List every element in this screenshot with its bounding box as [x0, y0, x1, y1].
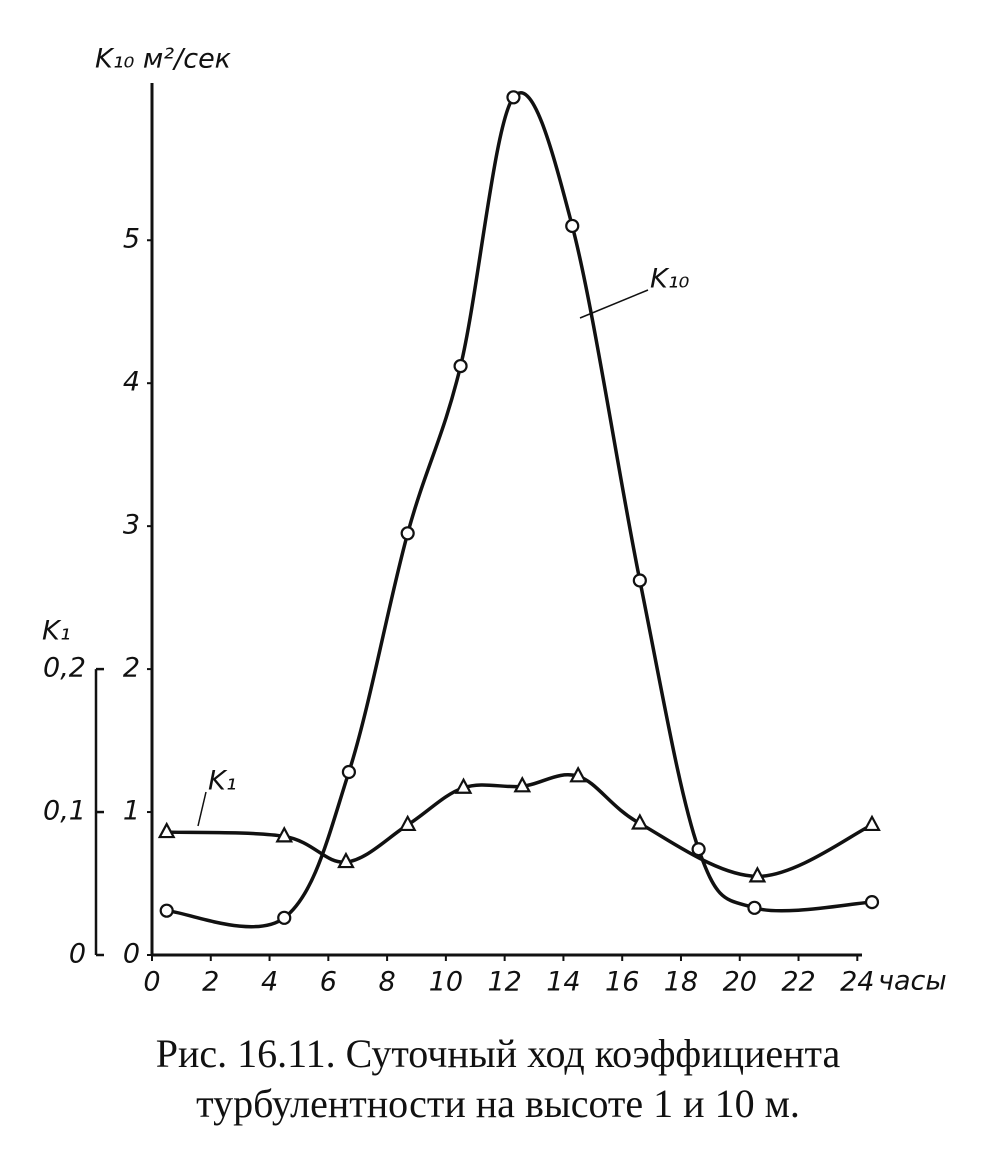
- data-point: [632, 573, 647, 588]
- data-point: [341, 764, 356, 780]
- y-tick-label: 3: [123, 510, 140, 541]
- data-point: [864, 895, 880, 910]
- data-point: [277, 910, 292, 925]
- y-tick-label: 5: [123, 224, 140, 255]
- y2-tick-label: 0: [69, 939, 86, 970]
- data-point: [506, 90, 521, 105]
- y2-tick-label: 0,2: [43, 653, 86, 684]
- leader-line: [579, 289, 649, 319]
- data-point: [157, 821, 176, 839]
- x-tick-label: 14: [546, 967, 580, 998]
- x-tick-label: 6: [320, 967, 337, 998]
- x-tick-label: 16: [605, 967, 639, 998]
- y-tick-label: 1: [123, 796, 140, 827]
- x-tick-label: 18: [664, 967, 698, 998]
- caption-line: турбулентности на высоте 1 и 10 м.: [196, 1081, 800, 1126]
- data-point: [398, 814, 417, 832]
- data-point: [747, 900, 762, 915]
- data-point: [400, 526, 415, 541]
- data-point: [275, 826, 294, 843]
- x-tick-label: 2: [202, 967, 219, 998]
- data-point: [863, 814, 881, 832]
- data-point: [565, 218, 580, 234]
- y-tick-label: 0: [123, 939, 140, 970]
- data-point: [748, 866, 767, 883]
- x-axis-label: часы: [878, 966, 947, 997]
- x-tick-label: 20: [723, 967, 757, 998]
- data-point: [691, 842, 706, 857]
- series-label: K₁₀: [650, 264, 690, 295]
- caption-line: Рис. 16.11. Суточный ход коэффициента: [156, 1031, 841, 1076]
- y-axis-label: K₁₀ м²/сек: [95, 44, 232, 75]
- y-tick-label: 4: [123, 367, 140, 398]
- data-point: [630, 813, 649, 830]
- leader-line: [197, 791, 207, 827]
- series-label: K₁: [208, 766, 237, 797]
- data-line: [166, 773, 873, 879]
- data-point: [453, 358, 468, 374]
- data-point: [454, 777, 473, 794]
- y-tick-label: 2: [123, 653, 140, 684]
- data-line: [166, 91, 873, 929]
- x-tick-label: 24: [840, 967, 874, 998]
- data-point: [337, 851, 355, 869]
- x-tick-label: 0: [143, 967, 160, 998]
- data-point: [513, 775, 532, 793]
- x-tick-label: 12: [487, 967, 521, 998]
- data-point: [159, 903, 174, 918]
- x-tick-label: 8: [379, 967, 396, 998]
- data-point: [569, 765, 587, 783]
- x-tick-label: 4: [261, 967, 278, 998]
- y2-tick-label: 0,1: [43, 796, 86, 827]
- x-tick-label: 22: [781, 967, 815, 998]
- x-tick-label: 10: [429, 967, 463, 998]
- y2-axis-label: K₁: [42, 616, 71, 647]
